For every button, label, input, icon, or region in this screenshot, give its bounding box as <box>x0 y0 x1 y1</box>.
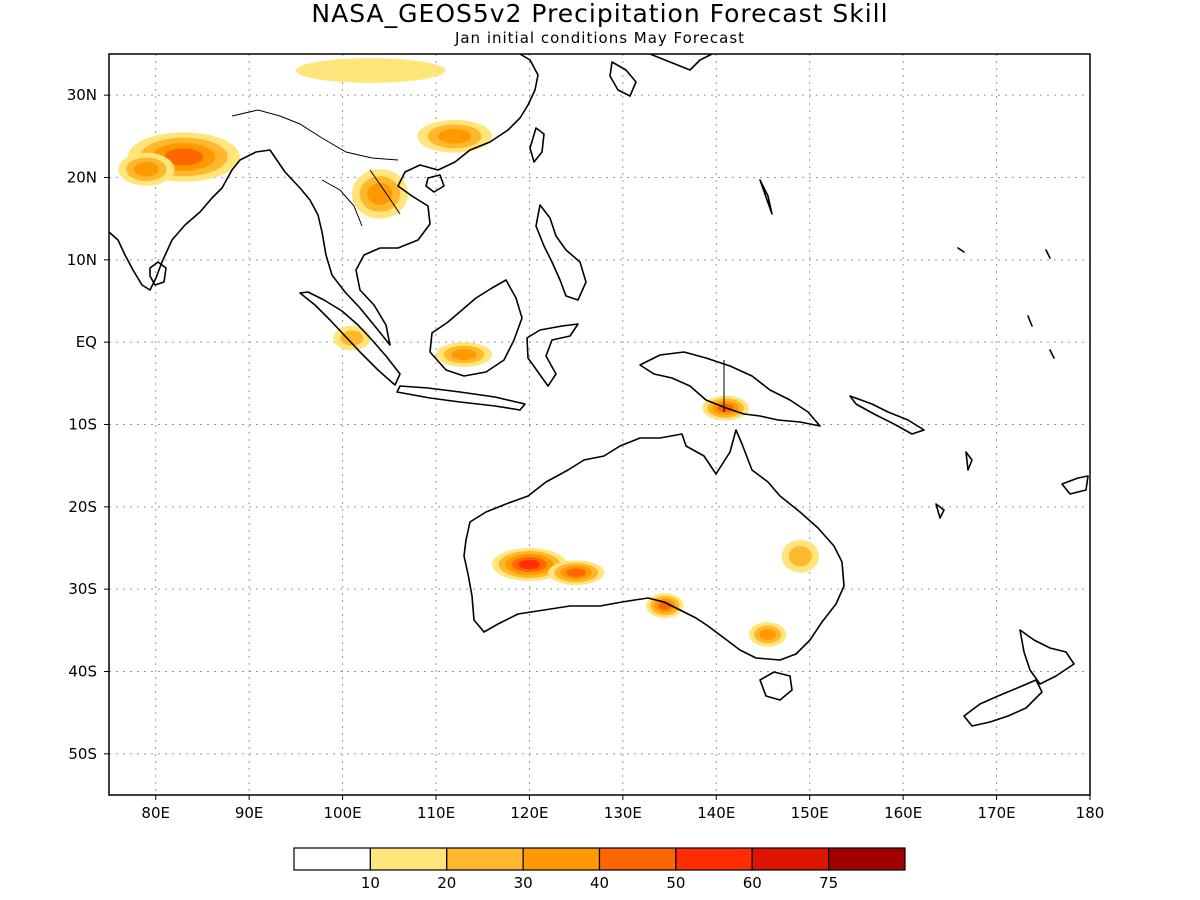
coastline-india <box>109 149 311 291</box>
lon-tick-label: 110E <box>417 804 455 822</box>
coastline-hainan <box>425 174 445 193</box>
colorbar-swatch <box>293 847 371 871</box>
lon-tick-label: 130E <box>604 804 642 822</box>
lat-tick-label: 10S <box>68 416 97 434</box>
lat-tick-label: EQ <box>76 333 97 351</box>
lon-tick-label: 90E <box>235 804 264 822</box>
skill-region-northern-india <box>164 148 204 166</box>
colorbar-label: 60 <box>743 874 762 892</box>
skill-region-himalaya-strip <box>295 58 446 83</box>
coastline-korea-japan <box>609 54 713 97</box>
longitude-axis: 80E 90E 100E 110E 120E 130E 140E 150E 160E 170E 18… <box>141 795 1104 822</box>
colorbar: 10 20 30 40 50 60 75 <box>293 847 906 892</box>
lon-tick-label: 120E <box>510 804 548 822</box>
colorbar-label: 40 <box>590 874 609 892</box>
colorbar-label: 10 <box>361 874 380 892</box>
lon-tick-label: 100E <box>324 804 362 822</box>
coastline-taiwan <box>529 127 545 163</box>
coastline-southeast-asia <box>309 54 539 346</box>
colorbar-swatch <box>369 847 448 871</box>
colorbar-label: 50 <box>666 874 685 892</box>
coastline-borneo <box>429 279 523 377</box>
lat-tick-label: 30S <box>68 580 97 598</box>
colorbar-label: 75 <box>819 874 838 892</box>
lon-tick-label: 170E <box>978 804 1016 822</box>
skill-region-southeast-australia <box>759 628 776 640</box>
colorbar-label: 20 <box>437 874 456 892</box>
lat-tick-label: 50S <box>68 745 97 763</box>
coastline-new-guinea <box>639 351 821 427</box>
coastline-philippines <box>535 204 587 301</box>
coastline-new-zealand <box>963 629 1075 727</box>
colorbar-swatch <box>828 847 906 871</box>
skill-region-western-australia <box>518 559 541 570</box>
lat-tick-label: 40S <box>68 663 97 681</box>
coastline-australia <box>463 429 845 661</box>
lon-tick-label: 180 <box>1076 804 1105 822</box>
lat-tick-label: 20N <box>67 169 97 187</box>
coastlines <box>109 54 1089 727</box>
colorbar-swatch <box>522 847 601 871</box>
skill-region-borneo-south <box>451 349 477 361</box>
skill-region-indochina <box>367 182 393 205</box>
colorbar-label: 30 <box>514 874 533 892</box>
coastline-sumatra <box>299 291 401 386</box>
skill-region-southern-china <box>438 129 472 144</box>
lat-tick-label: 10N <box>67 251 97 269</box>
coastline-tasmania <box>759 671 793 701</box>
skill-region-central-australia <box>566 568 586 577</box>
coastline-sulawesi <box>526 323 579 387</box>
lon-tick-label: 160E <box>884 804 922 822</box>
skill-shading <box>118 58 820 647</box>
coastline-sri-lanka <box>149 261 167 286</box>
colorbar-swatch <box>675 847 753 871</box>
chart-subtitle: Jan initial conditions May Forecast <box>454 29 746 47</box>
coastline-solomon-islands <box>849 395 925 435</box>
skill-region-queensland-east <box>788 546 812 567</box>
lon-tick-label: 140E <box>697 804 735 822</box>
latitude-axis: 30N 20N 10N EQ 10S 20S 30S 40S 50S <box>67 86 109 763</box>
gridlines <box>109 54 1090 795</box>
skill-region-sumatra <box>340 330 364 346</box>
lon-tick-label: 150E <box>791 804 829 822</box>
lon-tick-label: 80E <box>141 804 170 822</box>
colorbar-swatch <box>751 847 830 871</box>
coastline-java <box>396 385 526 411</box>
chart-title: NASA_GEOS5v2 Precipitation Forecast Skil… <box>311 0 889 28</box>
colorbar-swatch <box>598 847 677 871</box>
coastline-pacific-islands <box>759 179 1089 519</box>
skill-region-india-west <box>133 161 159 177</box>
lat-tick-label: 20S <box>68 498 97 516</box>
colorbar-swatch <box>446 847 524 871</box>
lat-tick-label: 30N <box>67 86 97 104</box>
borders-asia <box>231 109 401 227</box>
